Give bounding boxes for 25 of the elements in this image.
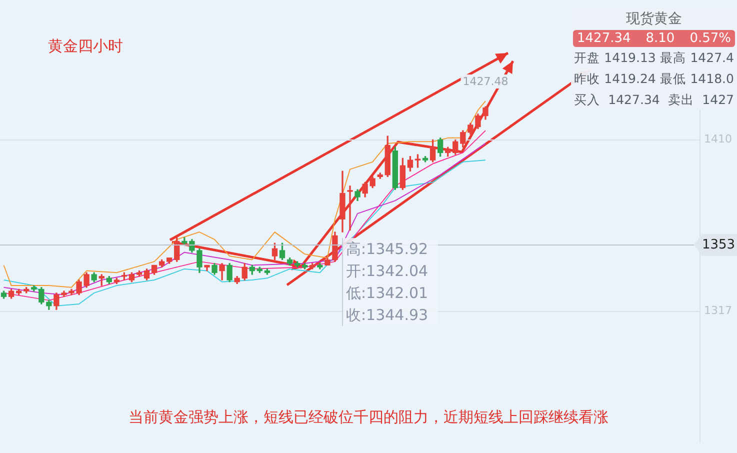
annotation: 1427.48 bbox=[462, 74, 508, 88]
annotation: 高:1345.92 bbox=[346, 239, 430, 260]
annotation: 昨收 bbox=[574, 70, 600, 87]
annotation: 1427.34 bbox=[608, 91, 660, 108]
annotation: 收:1344.93 bbox=[346, 305, 430, 326]
annotation: 低:1342.01 bbox=[346, 283, 430, 304]
annotation: 开盘 bbox=[574, 49, 600, 66]
annotation: 1427.34 bbox=[577, 31, 631, 46]
annotation: 买入 bbox=[574, 91, 600, 108]
text: 黄金四小时 bbox=[48, 37, 123, 56]
annotation: 当前黄金强势上涨，短线已经破位千四的阻力，近期短线上回踩继续看涨 bbox=[128, 408, 610, 427]
annotation: 1419.13 bbox=[604, 49, 656, 66]
annotation: 最低 bbox=[660, 70, 686, 87]
annotation: 1418.0 bbox=[690, 70, 734, 87]
annotation: 最高 bbox=[660, 49, 686, 66]
text: 1427 bbox=[702, 91, 734, 108]
candlestick bbox=[347, 186, 353, 231]
annotation: 卖出 bbox=[668, 91, 694, 108]
annotation: 1419.24 bbox=[604, 70, 656, 87]
annotation: 现货黄金 bbox=[625, 10, 683, 29]
ref-line-label: 1353 bbox=[702, 237, 736, 252]
annotation: 1427.4 bbox=[690, 49, 734, 66]
annotation: 8.10 bbox=[646, 31, 675, 46]
annotation: 0.57% bbox=[690, 31, 731, 46]
annotation: 开:1342.04 bbox=[346, 261, 430, 282]
